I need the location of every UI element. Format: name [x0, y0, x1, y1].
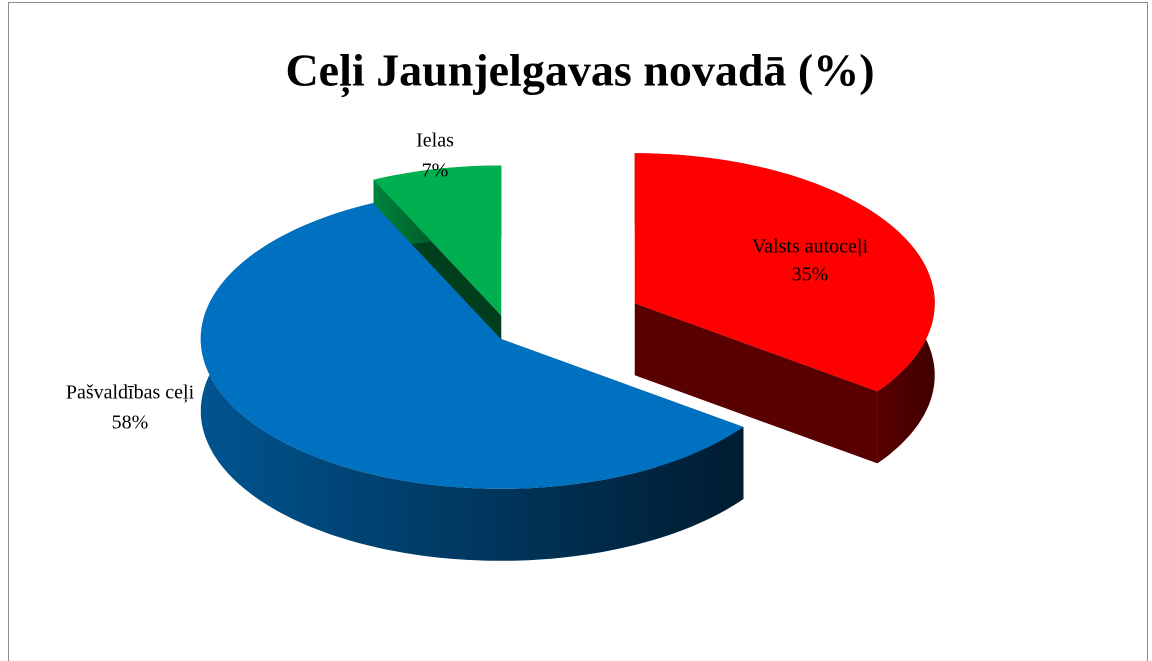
chart-frame — [8, 2, 1148, 661]
chart-title: Ceļi Jaunjelgavas novadā (%) — [285, 45, 874, 98]
slice-value-label: 58% — [112, 412, 149, 434]
slice-value-label: 7% — [422, 160, 449, 182]
slice-label: Ielas — [416, 130, 454, 152]
slice-value-label: 35% — [792, 264, 829, 286]
slice-top — [634, 153, 935, 392]
slice-label: Pašvaldības ceļi — [66, 382, 195, 404]
slice-label: Valsts autoceļi — [752, 236, 869, 258]
slice-top — [373, 165, 502, 316]
slice-side — [634, 303, 878, 464]
slice-wall — [200, 203, 744, 561]
slice-top — [200, 203, 744, 489]
